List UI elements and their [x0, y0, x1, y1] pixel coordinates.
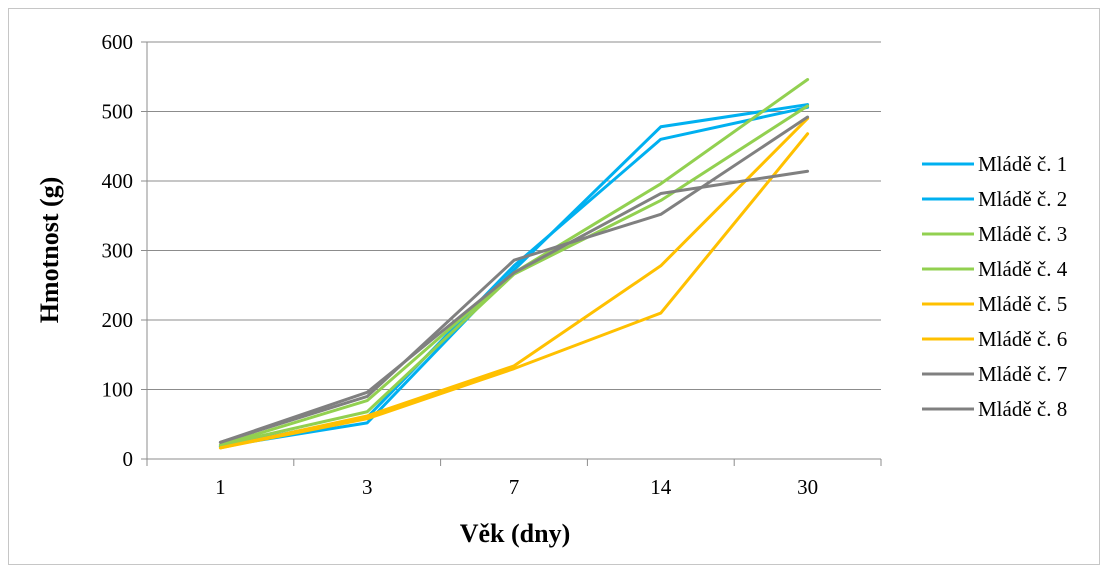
series-line-2 [218, 105, 810, 448]
series-lines [218, 78, 810, 450]
legend-label: Mládě č. 1 [978, 152, 1067, 176]
x-tick-label: 3 [362, 475, 373, 499]
y-tick-label: 600 [102, 30, 134, 54]
y-axis-title: Hmotnost (g) [35, 177, 64, 324]
series-line-6 [218, 132, 810, 450]
legend-label: Mládě č. 2 [978, 187, 1067, 211]
legend-label: Mládě č. 6 [978, 327, 1067, 351]
x-axis-title: Věk (dny) [460, 519, 571, 548]
x-tick-labels: 1 3 7 14 30 [215, 475, 818, 499]
legend-label: Mládě č. 8 [978, 397, 1067, 421]
legend-label: Mládě č. 4 [978, 257, 1068, 281]
series-line-5 [218, 116, 810, 450]
series-line-3 [218, 78, 810, 447]
y-tick-label: 0 [123, 447, 134, 471]
y-tick-label: 400 [102, 169, 134, 193]
y-tick-label: 300 [102, 239, 134, 263]
y-tick-label: 500 [102, 100, 134, 124]
series-line-7 [218, 169, 810, 444]
legend-label: Mládě č. 5 [978, 292, 1067, 316]
legend-label: Mládě č. 3 [978, 222, 1067, 246]
series-line-8 [218, 115, 810, 444]
x-tick-label: 30 [797, 475, 818, 499]
y-tick-label: 200 [102, 308, 134, 332]
series-line-4 [218, 104, 810, 447]
x-tick-label: 14 [650, 475, 672, 499]
y-tick-label: 100 [102, 378, 134, 402]
x-tick-label: 1 [215, 475, 226, 499]
x-tick-label: 7 [509, 475, 520, 499]
gridlines [147, 41, 881, 390]
legend-label: Mládě č. 7 [978, 362, 1067, 386]
axes [141, 41, 882, 466]
legend: Mládě č. 1 Mládě č. 2 Mládě č. 3 Mládě č. 4… [922, 152, 1068, 421]
series-line-1 [218, 103, 810, 448]
y-tick-labels: 0 100 200 300 400 500 600 [102, 30, 134, 471]
chart-frame [8, 8, 1100, 565]
